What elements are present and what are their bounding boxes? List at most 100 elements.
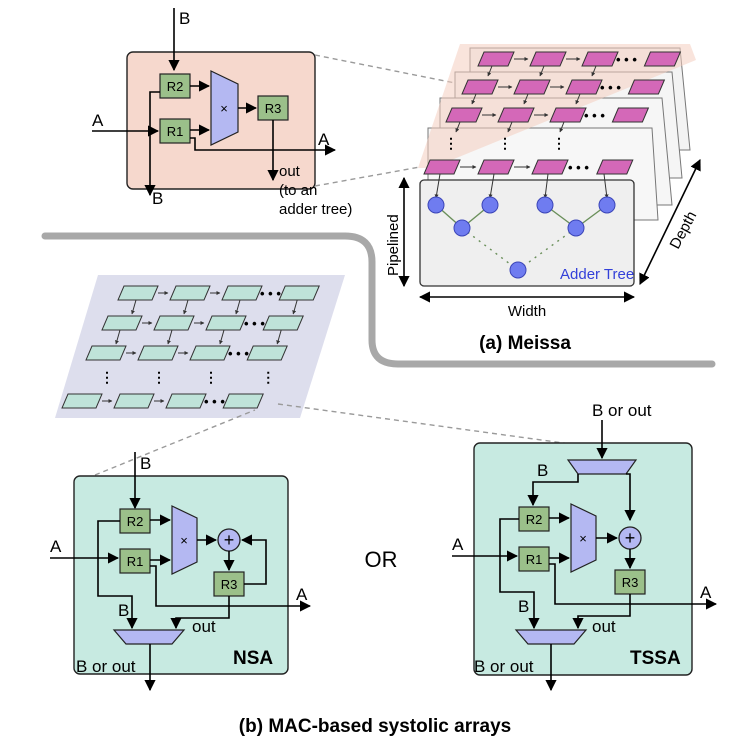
systolic-pe-r1-c3 (262, 315, 304, 331)
meissa-input-a-label: A (92, 111, 104, 130)
systolic-pe-r2-c0 (85, 345, 127, 361)
depth-label: Depth (667, 209, 701, 252)
nsa-register-r1 (119, 548, 151, 574)
meissa-pe-r1-c2 (565, 79, 603, 95)
meissa-pe-down-link (523, 93, 529, 105)
systolic-pe-r1-c1 (153, 315, 195, 331)
nsa-input-b-label: B (140, 454, 151, 473)
meissa-pe-r2-c3 (611, 107, 650, 123)
meissa-out-label-1: out (279, 163, 301, 180)
adder-node-4 (453, 219, 471, 237)
tssa-input-top-label: B or out (592, 401, 652, 420)
systolic-pe-r1-c0 (101, 315, 143, 331)
meissa-pe-r2-c0 (445, 107, 483, 123)
systolic-pe-down-link (235, 299, 241, 315)
meissa-array: • • •• • •• • •• • •⋮ ⋮ ⋮ Adder Tree Pipel… (385, 44, 701, 354)
tssa-input-a-label: A (452, 535, 464, 554)
systolic-pe-r3-c3 (222, 393, 264, 409)
systolic-pe-r0-c2 (221, 285, 263, 301)
systolic-pe-r0-c3 (278, 285, 320, 301)
systolic-pe-r2-c3 (246, 345, 288, 361)
meissa-row-ellipsis-2: • • • (584, 108, 605, 123)
meissa-row-ellipsis-0: • • • (616, 52, 637, 67)
nsa-multiplier (171, 505, 198, 575)
meissa-pe-r3-c1 (477, 159, 515, 175)
meissa-register-r2-label: R2 (167, 79, 184, 94)
systolic-pe-r1-c2 (205, 315, 247, 331)
tssa-unit: B or out B A R2 R1 × + R3 A B out (452, 401, 718, 692)
tssa-input-b-label: B (537, 461, 548, 480)
adder-node-0 (427, 196, 445, 214)
systolic-pe-r0-c0 (117, 285, 159, 301)
adder-tree-label: Adder Tree (560, 266, 634, 283)
meissa-multiplier-symbol: × (220, 101, 228, 116)
adder-node-5 (567, 219, 585, 237)
systolic-pe-down-link (115, 329, 121, 345)
meissa-multiplier (210, 70, 239, 146)
systolic-pe-down-link (167, 329, 173, 345)
meissa-front-slab (419, 179, 635, 287)
adder-tree-edge (517, 227, 577, 271)
tssa-mux (514, 629, 588, 645)
nsa-register-r3-label: R3 (221, 577, 238, 592)
pipelined-label: Pipelined (385, 214, 402, 276)
nsa-register-r1-label: R1 (127, 554, 144, 569)
meissa-pe-down-link (471, 93, 477, 105)
meissa-pe-r3-c0 (423, 159, 461, 175)
meissa-pe-r1-c3 (627, 79, 666, 95)
meissa-pe-down-link (591, 65, 597, 77)
systolic-col-ellipsis-1: ⋮ (152, 369, 166, 385)
meissa-col-ellipsis-0: ⋮ (444, 135, 458, 151)
adder-node-3 (598, 196, 616, 214)
meissa-pe-down-link (575, 93, 581, 105)
nsa-box (73, 475, 289, 675)
tssa-demux (566, 459, 638, 475)
adder-tree-edge (461, 227, 519, 271)
meissa-pe-down-link (539, 65, 545, 77)
meissa-pe-r3-c3 (596, 159, 634, 175)
meissa-pe-r0-c0 (477, 51, 515, 67)
or-separator: OR (365, 547, 398, 572)
tssa-register-r2 (518, 506, 550, 532)
meissa-mac-unit: B A R2 R1 × R3 out (to an adder tree) A … (92, 8, 461, 218)
meissa-out-label-2: (to an (279, 182, 317, 199)
meissa-pe-down-link (507, 121, 513, 133)
nsa-mux-out-label: out (192, 617, 216, 636)
meissa-pe-r0-c2 (581, 51, 619, 67)
systolic-pe-down-link (276, 329, 282, 345)
systolic-pe-down-link (292, 299, 298, 315)
meissa-col-ellipsis-2: ⋮ (552, 135, 566, 151)
tssa-register-r1-label: R1 (526, 552, 543, 567)
adder-node-1 (481, 196, 499, 214)
adder-input-link (434, 173, 441, 199)
tssa-mux-b-label: B (518, 597, 529, 616)
systolic-pe-r3-c1 (113, 393, 155, 409)
systolic-pe-r3-c0 (61, 393, 103, 409)
meissa-pe-r2-c2 (549, 107, 587, 123)
meissa-pe-down-link (559, 121, 565, 133)
systolic-col-ellipsis-3: ⋮ (261, 369, 275, 385)
nsa-register-r2-label: R2 (127, 514, 144, 529)
systolic-pe-r2-c1 (137, 345, 179, 361)
nsa-multiplier-symbol: × (180, 533, 188, 548)
meissa-caption: (a) Meissa (479, 333, 571, 354)
systolic-pe-r3-c2 (165, 393, 207, 409)
systolic-row-ellipsis-3: • • • (204, 394, 225, 409)
meissa-input-b-label: B (179, 9, 190, 28)
meissa-output-a-label: A (318, 130, 330, 149)
meissa-col-ellipsis-1: ⋮ (498, 135, 512, 151)
tssa-multiplier (570, 503, 597, 573)
meissa-pe-r0-c3 (643, 51, 682, 67)
meissa-register-r2 (159, 73, 191, 99)
tssa-register-r3 (614, 569, 646, 595)
nsa-output-label: B or out (76, 657, 136, 676)
systolic-row-ellipsis-1: • • • (244, 316, 265, 331)
meissa-row-ellipsis-3: • • • (568, 160, 589, 175)
nsa-input-a-label: A (50, 537, 62, 556)
nsa-title: NSA (233, 648, 273, 669)
adder-input-link (603, 173, 609, 199)
meissa-output-b-label: B (152, 189, 163, 208)
systolic-row-ellipsis-0: • • • (260, 286, 281, 301)
